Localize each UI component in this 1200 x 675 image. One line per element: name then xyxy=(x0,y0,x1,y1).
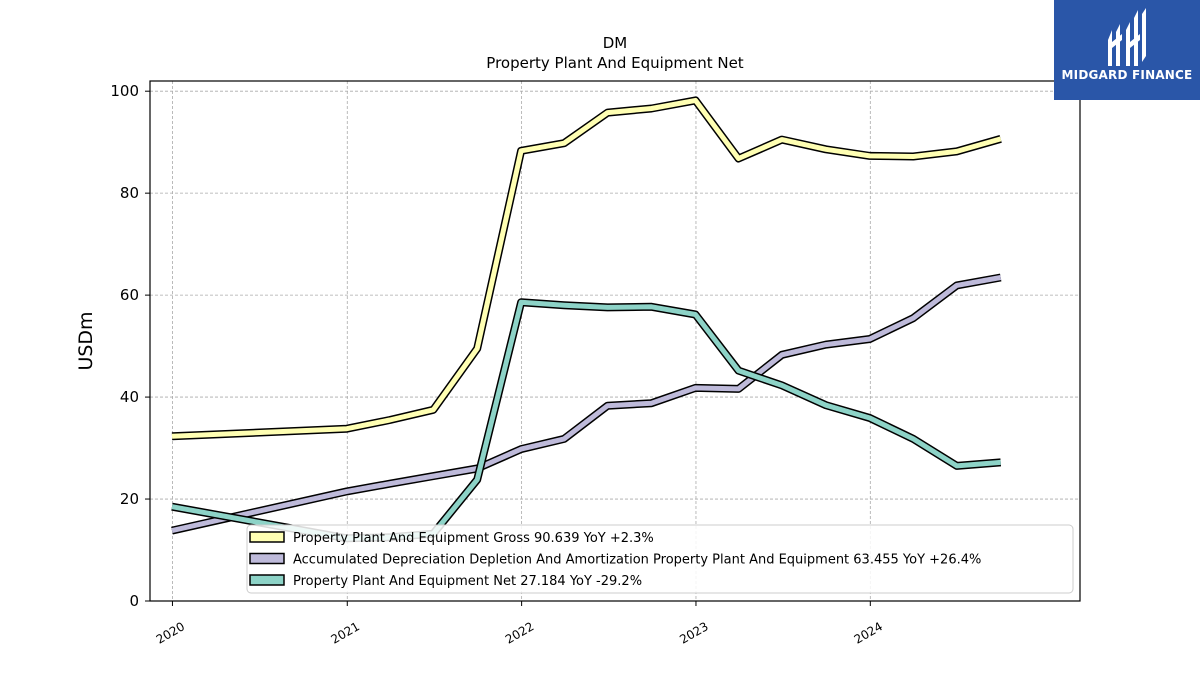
legend-label-1: Accumulated Depreciation Depletion And A… xyxy=(293,553,981,568)
legend-label-2: Property Plant And Equipment Net 27.184 … xyxy=(293,574,642,589)
legend: Property Plant And Equipment Gross 90.63… xyxy=(246,524,1074,594)
chart-subtitle: Property Plant And Equipment Net xyxy=(486,54,743,72)
series-line-0 xyxy=(171,97,1002,439)
midgard-logo-icon xyxy=(1108,8,1146,66)
x-tick-label: 2022 xyxy=(503,619,536,646)
series-outline-0 xyxy=(171,96,1002,441)
x-tick-label: 2021 xyxy=(329,619,362,646)
y-tick-label: 40 xyxy=(120,388,139,406)
plot-frame xyxy=(149,80,1081,602)
midgard-finance-logo: MIDGARD FINANCE xyxy=(1054,0,1200,100)
y-tick-label: 60 xyxy=(120,286,139,304)
y-axis-label: USDm xyxy=(75,311,97,370)
y-tick-label: 20 xyxy=(120,490,139,508)
chart-title: DM xyxy=(603,34,628,52)
series-lines xyxy=(171,96,1002,543)
legend-swatch-0 xyxy=(249,531,285,543)
series-line-1 xyxy=(171,275,1002,534)
y-tick-label: 100 xyxy=(110,82,139,100)
x-tick-label: 2020 xyxy=(154,619,187,646)
y-tick-label: 0 xyxy=(129,592,139,610)
series-outline-1 xyxy=(171,273,1002,535)
x-tick-label: 2023 xyxy=(677,619,710,646)
legend-box xyxy=(246,524,1074,594)
legend-swatch-1 xyxy=(249,552,285,565)
logo-text: MIDGARD FINANCE xyxy=(1061,68,1193,82)
y-tick-label: 80 xyxy=(120,184,139,202)
legend-swatch-2 xyxy=(249,574,285,586)
legend-label-0: Property Plant And Equipment Gross 90.63… xyxy=(293,531,654,546)
x-tick-label: 2024 xyxy=(852,619,885,646)
grid xyxy=(150,81,1080,602)
